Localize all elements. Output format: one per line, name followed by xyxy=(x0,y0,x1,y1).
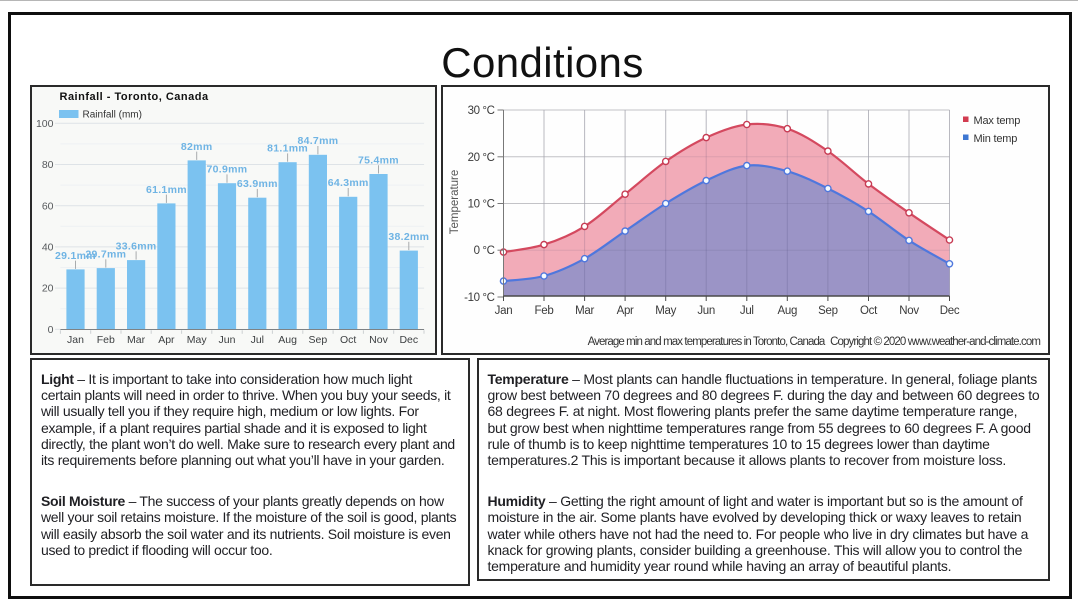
svg-text:84.7mm: 84.7mm xyxy=(297,135,338,147)
svg-text:May: May xyxy=(187,334,208,346)
svg-text:Nov: Nov xyxy=(899,305,919,317)
svg-text:Mar: Mar xyxy=(127,334,146,346)
svg-text:Dec: Dec xyxy=(940,305,960,317)
svg-text:Min temp: Min temp xyxy=(974,133,1018,145)
svg-text:Rainfall (mm): Rainfall (mm) xyxy=(83,110,142,121)
svg-text:Rainfall - Toronto, Canada: Rainfall - Toronto, Canada xyxy=(60,91,209,103)
svg-text:Jan: Jan xyxy=(67,334,84,346)
svg-text:20 °C: 20 °C xyxy=(468,152,495,164)
svg-text:Sep: Sep xyxy=(309,334,328,346)
svg-text:Apr: Apr xyxy=(158,334,175,346)
svg-text:80: 80 xyxy=(42,159,54,171)
svg-text:29.1mm: 29.1mm xyxy=(55,250,96,262)
svg-text:Jun: Jun xyxy=(697,305,715,317)
svg-text:82mm: 82mm xyxy=(181,141,213,153)
svg-text:Sep: Sep xyxy=(818,305,838,317)
svg-text:60: 60 xyxy=(42,200,54,212)
svg-text:Max temp: Max temp xyxy=(974,115,1021,127)
svg-text:38.2mm: 38.2mm xyxy=(388,231,429,243)
svg-text:40: 40 xyxy=(42,242,54,254)
svg-text:63.9mm: 63.9mm xyxy=(237,178,278,190)
svg-text:30 °C: 30 °C xyxy=(468,105,495,117)
svg-text:Aug: Aug xyxy=(778,305,798,317)
svg-text:Nov: Nov xyxy=(369,334,388,346)
svg-text:75.4mm: 75.4mm xyxy=(358,154,399,166)
svg-text:Jul: Jul xyxy=(740,305,754,317)
svg-text:Oct: Oct xyxy=(340,334,356,346)
svg-text:81.1mm: 81.1mm xyxy=(267,143,308,155)
svg-text:-10 °C: -10 °C xyxy=(464,292,494,304)
svg-text:20: 20 xyxy=(42,283,54,295)
svg-text:Oct: Oct xyxy=(860,305,878,317)
svg-text:10 °C: 10 °C xyxy=(468,199,495,211)
svg-text:May: May xyxy=(655,305,676,317)
svg-text:Feb: Feb xyxy=(535,305,554,317)
svg-text:29.7mm: 29.7mm xyxy=(85,249,126,261)
svg-text:Mar: Mar xyxy=(575,305,594,317)
svg-text:Jan: Jan xyxy=(495,305,513,317)
svg-text:Aug: Aug xyxy=(278,334,297,346)
svg-text:Jun: Jun xyxy=(219,334,236,346)
svg-text:Average min and max temperatur: Average min and max temperatures in Toro… xyxy=(588,336,826,348)
svg-text:Temperature: Temperature xyxy=(449,170,461,235)
svg-text:Jul: Jul xyxy=(251,334,264,346)
svg-text:Feb: Feb xyxy=(97,334,115,346)
svg-text:Copyright © 2020 www.weather-a: Copyright © 2020 www.weather-and-climate… xyxy=(830,336,1040,348)
svg-text:64.3mm: 64.3mm xyxy=(328,177,369,189)
svg-text:Dec: Dec xyxy=(399,334,418,346)
svg-text:0 °C: 0 °C xyxy=(474,245,495,257)
svg-text:33.6mm: 33.6mm xyxy=(116,241,157,253)
svg-text:70.9mm: 70.9mm xyxy=(207,164,248,176)
svg-text:Apr: Apr xyxy=(617,305,634,317)
svg-text:100: 100 xyxy=(36,118,54,130)
svg-text:0: 0 xyxy=(48,324,54,336)
svg-text:61.1mm: 61.1mm xyxy=(146,184,187,196)
